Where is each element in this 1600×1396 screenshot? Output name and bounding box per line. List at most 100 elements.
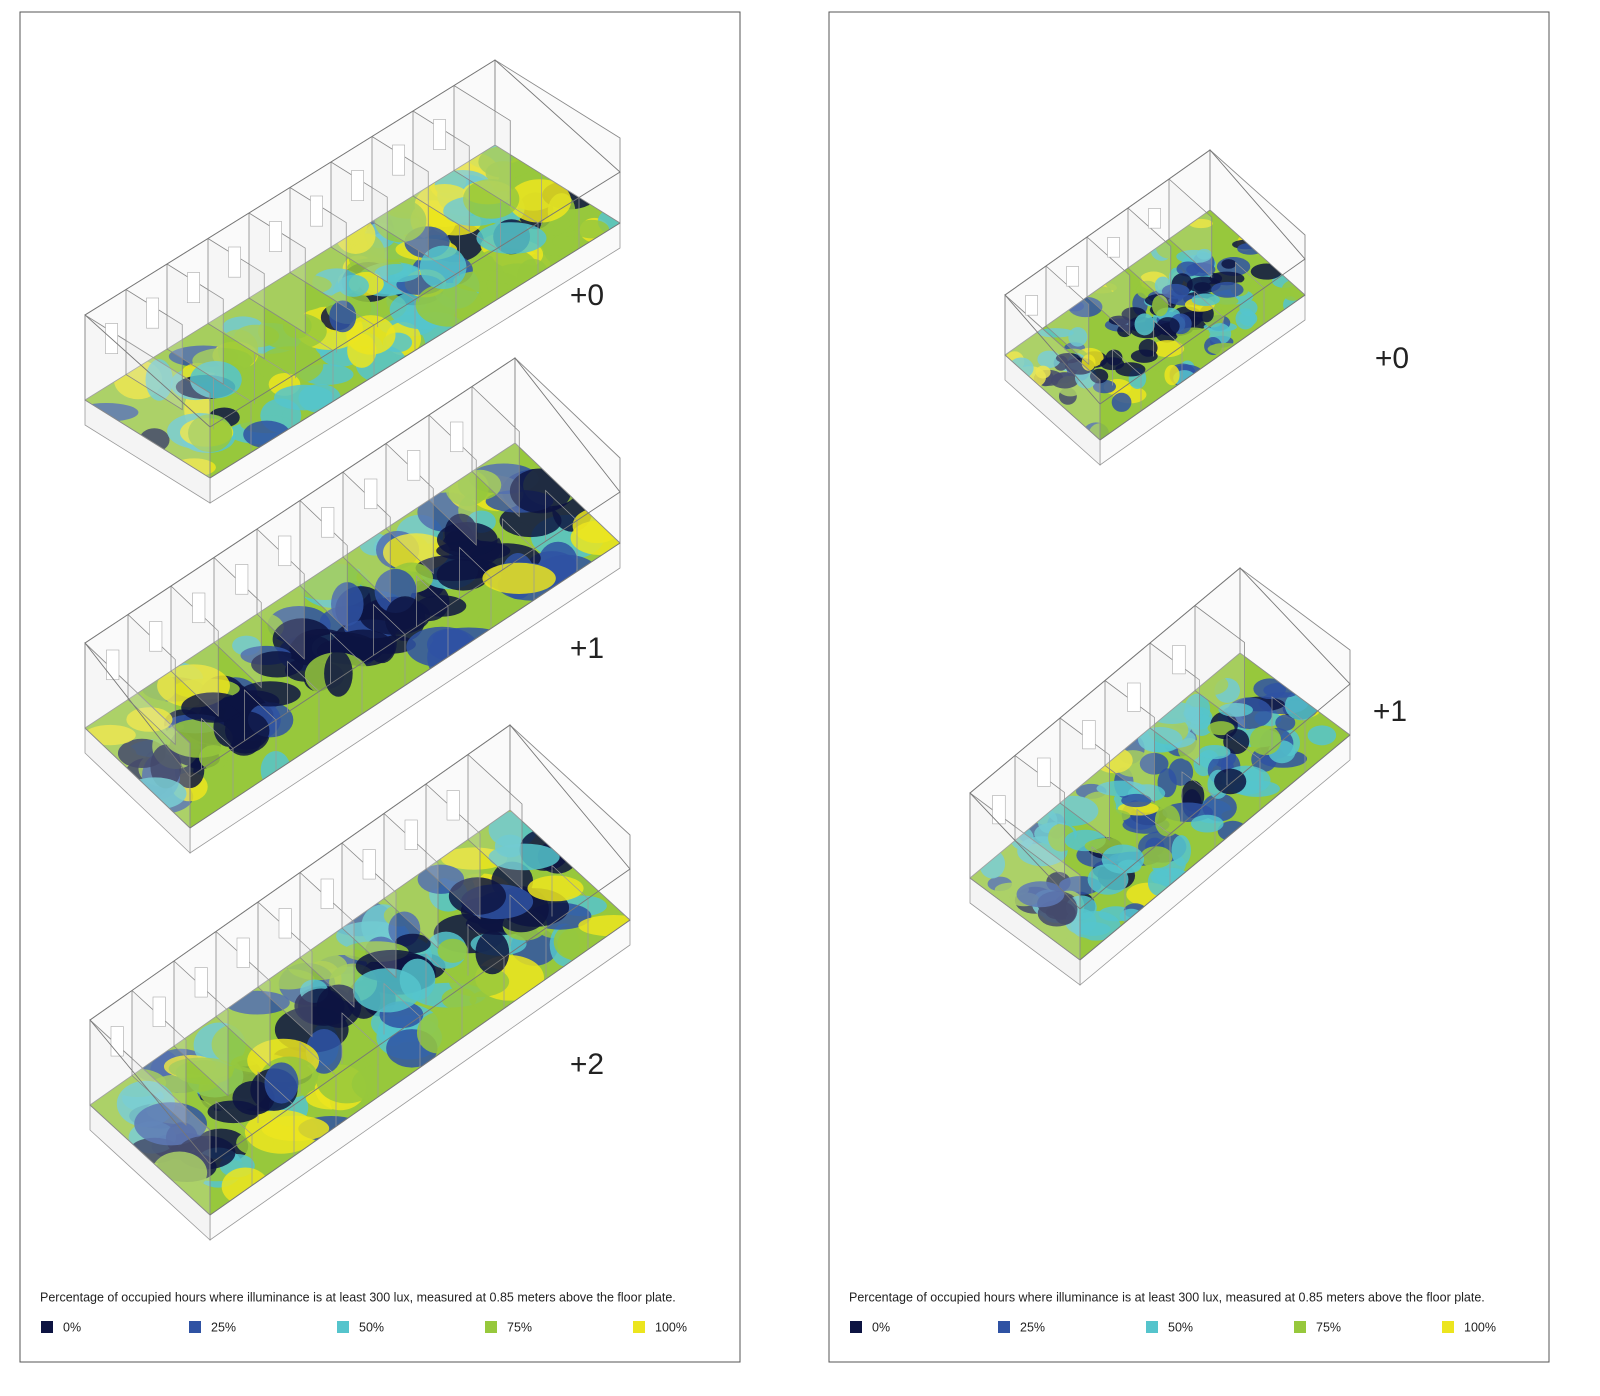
partition xyxy=(509,894,547,979)
heat-blob xyxy=(482,562,556,594)
heat-blob xyxy=(347,333,377,368)
window xyxy=(278,535,292,567)
legend-label: 75% xyxy=(507,1320,532,1334)
partition xyxy=(299,1041,337,1127)
building-floor xyxy=(969,567,1351,986)
heat-blob xyxy=(416,1012,461,1054)
heat-blob xyxy=(257,346,324,385)
floor-label: +1 xyxy=(570,632,604,665)
partition xyxy=(467,923,505,1009)
partition xyxy=(471,386,520,518)
roof-edge xyxy=(84,357,621,778)
partition xyxy=(1112,348,1142,411)
window xyxy=(187,272,200,303)
caption: Percentage of occupied hours where illum… xyxy=(849,1290,1485,1304)
heat-blob xyxy=(1137,726,1183,753)
heat-blob xyxy=(1108,315,1130,326)
heat-blob xyxy=(282,313,312,339)
heat-blob xyxy=(1161,283,1190,299)
building-floor xyxy=(89,723,631,1241)
heat-blob xyxy=(352,968,422,1013)
floor-label: +1 xyxy=(1373,695,1407,728)
heat-map xyxy=(90,810,630,1215)
building-floor xyxy=(1004,148,1306,466)
roof-edge xyxy=(89,724,631,1165)
heat-blob xyxy=(574,219,610,239)
partition xyxy=(287,660,320,743)
partition xyxy=(125,289,183,411)
front-edge xyxy=(209,222,621,479)
legend-swatch xyxy=(850,1321,862,1333)
heat-blob xyxy=(1154,804,1181,837)
partition xyxy=(425,953,463,1038)
partition xyxy=(373,603,406,686)
heat-blob xyxy=(1207,721,1235,736)
partition xyxy=(254,351,293,427)
caption: Percentage of occupied hours where illum… xyxy=(40,1290,676,1304)
legend-swatch xyxy=(189,1321,201,1333)
heat-blob xyxy=(134,1102,207,1146)
partition xyxy=(341,842,397,979)
partition xyxy=(201,717,234,800)
panel: +0 +1 +2 Percentage of occupied hours where… xyxy=(40,59,687,1334)
heat-blob xyxy=(437,938,468,963)
heat-blob xyxy=(1037,350,1061,369)
partition xyxy=(418,249,457,325)
legend-swatch xyxy=(337,1321,349,1333)
window xyxy=(149,621,163,652)
window xyxy=(392,144,405,176)
partition xyxy=(289,187,347,309)
window xyxy=(351,170,364,201)
window xyxy=(228,246,241,278)
heat-blob xyxy=(1037,328,1074,338)
heat-blob xyxy=(1144,381,1161,391)
window xyxy=(321,507,335,538)
legend-label: 100% xyxy=(1464,1320,1496,1334)
heat-blob xyxy=(338,274,369,297)
partition xyxy=(383,813,439,949)
heat-blob xyxy=(324,650,353,697)
heat-blob xyxy=(463,179,520,219)
partition xyxy=(1226,733,1261,810)
partition xyxy=(299,872,355,1008)
partition xyxy=(207,238,265,360)
legend-label: 0% xyxy=(872,1320,890,1334)
heat-blob xyxy=(329,300,357,333)
partition xyxy=(330,632,363,714)
window xyxy=(152,996,166,1027)
building-floor xyxy=(84,59,621,504)
partition xyxy=(416,575,449,657)
heat-blob xyxy=(374,263,421,283)
window xyxy=(320,878,334,909)
panel: +0 +1 Percentage of occupied hours where i… xyxy=(849,148,1496,1334)
heat-blob xyxy=(476,222,547,255)
window xyxy=(446,790,460,821)
window xyxy=(362,849,376,880)
window xyxy=(1172,645,1186,675)
partition xyxy=(1086,236,1131,337)
legend-label: 50% xyxy=(359,1320,384,1334)
partition xyxy=(1181,771,1216,848)
floor-label: +0 xyxy=(570,279,604,312)
partition xyxy=(459,546,492,629)
heat-blob xyxy=(1101,844,1145,874)
heat-blob xyxy=(1190,814,1224,833)
partition xyxy=(500,198,539,274)
heat-blob xyxy=(1249,725,1282,756)
front-edge xyxy=(209,919,631,1216)
partition xyxy=(412,110,470,232)
heat-blob xyxy=(1191,293,1220,306)
legend-swatch xyxy=(41,1321,53,1333)
window xyxy=(1127,682,1141,712)
heat-blob xyxy=(1307,725,1337,746)
partition xyxy=(173,960,229,1097)
partition xyxy=(371,136,429,258)
heat-blob xyxy=(1050,372,1079,389)
heat-blob xyxy=(1089,368,1109,384)
partition xyxy=(166,263,224,385)
partition xyxy=(1168,178,1213,279)
heat-blob xyxy=(1196,248,1212,260)
panel-frame xyxy=(828,11,1550,1363)
legend-swatch xyxy=(485,1321,497,1333)
